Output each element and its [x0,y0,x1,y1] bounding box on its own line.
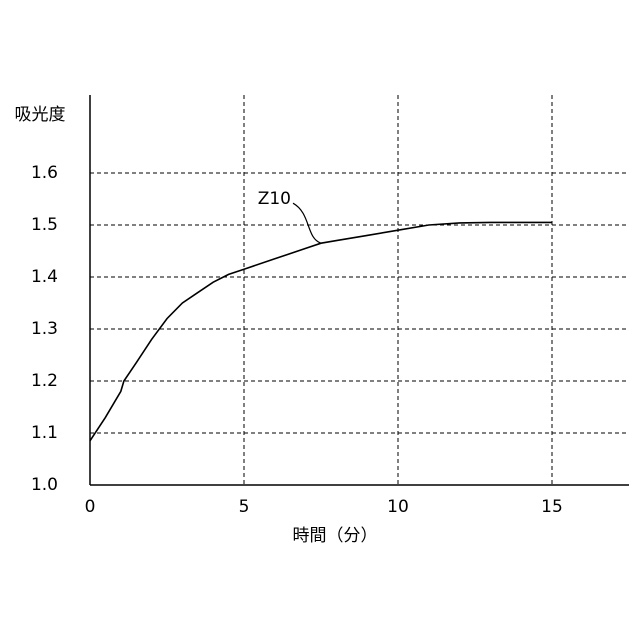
y-axis-label: 吸光度 [15,105,66,125]
y-tick-label: 1.3 [31,319,58,339]
chart: 吸光度 時間（分） 1.0 1.1 1.2 1.3 1.4 1.5 1.6 0 5 10 15 Z10 [0,0,640,640]
x-axis-label: 時間（分） [293,526,378,546]
x-tick-label: 5 [239,497,250,517]
x-tick-label: 15 [541,497,563,517]
label-leader [293,203,321,243]
y-tick-label: 1.6 [31,163,58,183]
x-tick-label: 0 [85,497,96,517]
y-tick-label: 1.0 [31,475,58,495]
series-label: Z10 [258,189,291,209]
data-line [90,222,552,440]
y-tick-label: 1.5 [31,215,58,235]
y-tick-label: 1.4 [31,267,58,287]
y-tick-label: 1.1 [31,423,58,443]
y-tick-label: 1.2 [31,371,58,391]
x-tick-label: 10 [387,497,409,517]
